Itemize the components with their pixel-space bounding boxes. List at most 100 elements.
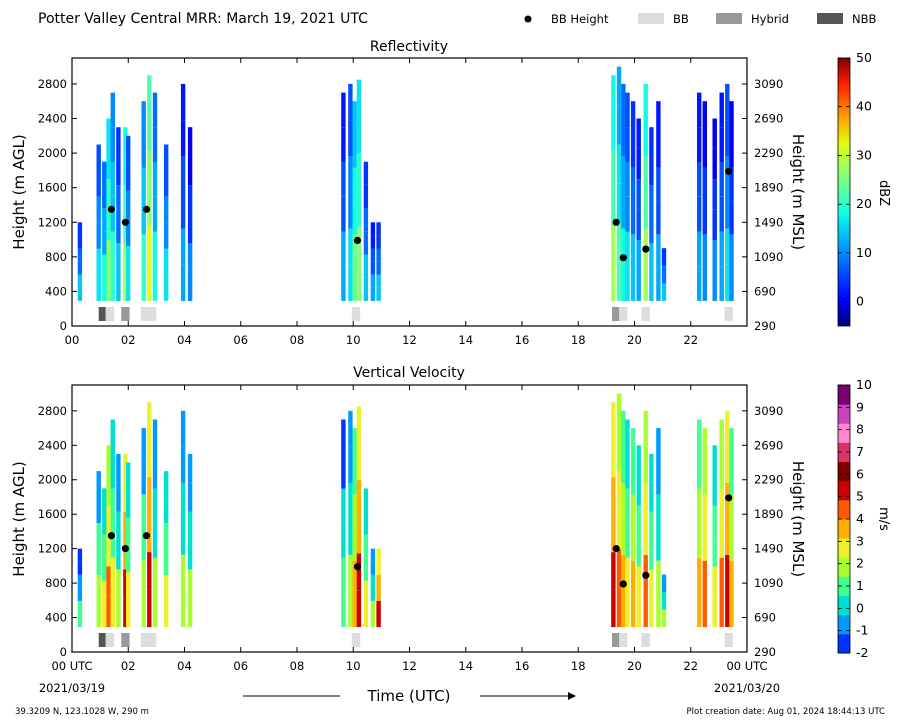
bb-height-point (642, 571, 650, 579)
y-tick-label: 0 (60, 319, 67, 333)
echo-segment (106, 270, 111, 301)
echo-segment (147, 188, 152, 226)
echo-segment (376, 561, 381, 575)
echo-segment (187, 127, 193, 157)
echo-segment (729, 461, 734, 495)
echo-segment (352, 527, 357, 561)
echo-segment (180, 518, 186, 555)
echo-segment (356, 443, 362, 480)
echo-segment (702, 593, 707, 628)
echo-segment (719, 488, 724, 524)
dbz-colorbar-label: dBZ (876, 180, 891, 206)
echo-segment (697, 592, 702, 627)
echo-segment (348, 264, 353, 301)
bb-type-block (98, 307, 106, 321)
echo-segment (102, 603, 107, 627)
echo-segment (611, 112, 616, 151)
bb-type-block (724, 307, 733, 321)
echo-segment (719, 454, 724, 489)
colorbar-tick-label: 50 (856, 50, 872, 65)
velocity-echo-layer (77, 393, 734, 628)
echo-segment (363, 184, 369, 209)
echo-segment (621, 120, 626, 157)
echo-segment (356, 516, 362, 554)
echo-segment (370, 600, 376, 614)
echo-segment (106, 596, 111, 627)
colorbar-tick-label: 3 (856, 533, 864, 548)
echo-segment (341, 488, 346, 524)
echo-segment (348, 482, 353, 519)
x-tick-label: 14 (458, 659, 473, 673)
echo-segment (661, 248, 667, 257)
echo-segment (96, 575, 101, 602)
echo-segment (110, 557, 115, 593)
echo-segment (152, 592, 158, 627)
colorbar-tick-label: 40 (856, 99, 872, 114)
echo-segment (616, 549, 622, 589)
colorbar-tick-label: 1 (856, 578, 864, 593)
echo-segment (126, 517, 131, 545)
echo-segment (348, 228, 353, 265)
echo-segment (180, 410, 186, 447)
echo-segment (341, 92, 346, 128)
echo-segment (630, 593, 636, 628)
echo-segment (147, 552, 152, 590)
y-tick-label: 2400 (38, 112, 67, 126)
echo-segment (141, 428, 146, 462)
echo-segment (164, 523, 169, 550)
x-tick-label: 16 (515, 333, 530, 347)
echo-segment (341, 266, 346, 301)
echo-segment (147, 75, 152, 113)
echo-segment (96, 248, 101, 275)
figure-title: Potter Valley Central MRR: March 19, 202… (38, 11, 368, 27)
echo-segment (656, 560, 661, 594)
echo-segment (643, 446, 648, 483)
echo-segment (697, 557, 702, 593)
echo-segment (352, 234, 357, 268)
bb-type-block (641, 633, 650, 647)
echo-segment (116, 598, 121, 628)
echo-segment (616, 588, 622, 627)
echo-segment (625, 488, 630, 524)
echo-segment (356, 264, 362, 301)
echo-segment (126, 462, 131, 490)
bb-height-point (142, 532, 151, 540)
echo-segment (702, 234, 707, 268)
echo-segment (356, 553, 362, 591)
echo-segment (348, 192, 353, 229)
colorbar-band (838, 614, 850, 635)
echo-segment (616, 222, 622, 262)
echo-segment (656, 428, 661, 462)
echo-segment (116, 453, 121, 483)
echo-segment (697, 196, 702, 232)
legend-bb-height-marker (524, 15, 532, 23)
echo-segment (147, 225, 152, 264)
echo-segment (152, 266, 158, 301)
location-text: 39.3209 N, 123.1028 W, 290 m (15, 707, 149, 717)
echo-segment (625, 419, 630, 455)
echo-segment (712, 536, 717, 567)
echo-segment (376, 587, 381, 601)
echo-segment (725, 555, 730, 591)
echo-segment (719, 266, 724, 301)
echo-segment (77, 235, 83, 249)
vertical-velocity-title: Vertical Velocity (353, 365, 465, 381)
reflectivity-y-axis-label: Height (m AGL) (10, 134, 28, 249)
echo-segment (141, 201, 146, 235)
echo-segment (348, 156, 353, 193)
colorbar-tick-label: 10 (856, 377, 872, 392)
legend-nbb-swatch (817, 13, 843, 24)
echo-segment (116, 185, 121, 215)
echo-segment (147, 477, 152, 515)
reflectivity-left-y-ticks: 0 400 800 1200 1600 2000 2400 2800 (38, 77, 77, 333)
echo-segment (180, 228, 186, 265)
echo-segment (649, 272, 654, 301)
echo-segment (180, 482, 186, 519)
echo-segment (110, 592, 115, 627)
echo-segment (719, 92, 724, 128)
echo-segment (147, 150, 152, 189)
reflectivity-bb-type-strip (98, 307, 733, 321)
bb-type-block (121, 307, 130, 321)
echo-segment (77, 548, 83, 562)
y-tick-label: 2000 (38, 473, 67, 487)
